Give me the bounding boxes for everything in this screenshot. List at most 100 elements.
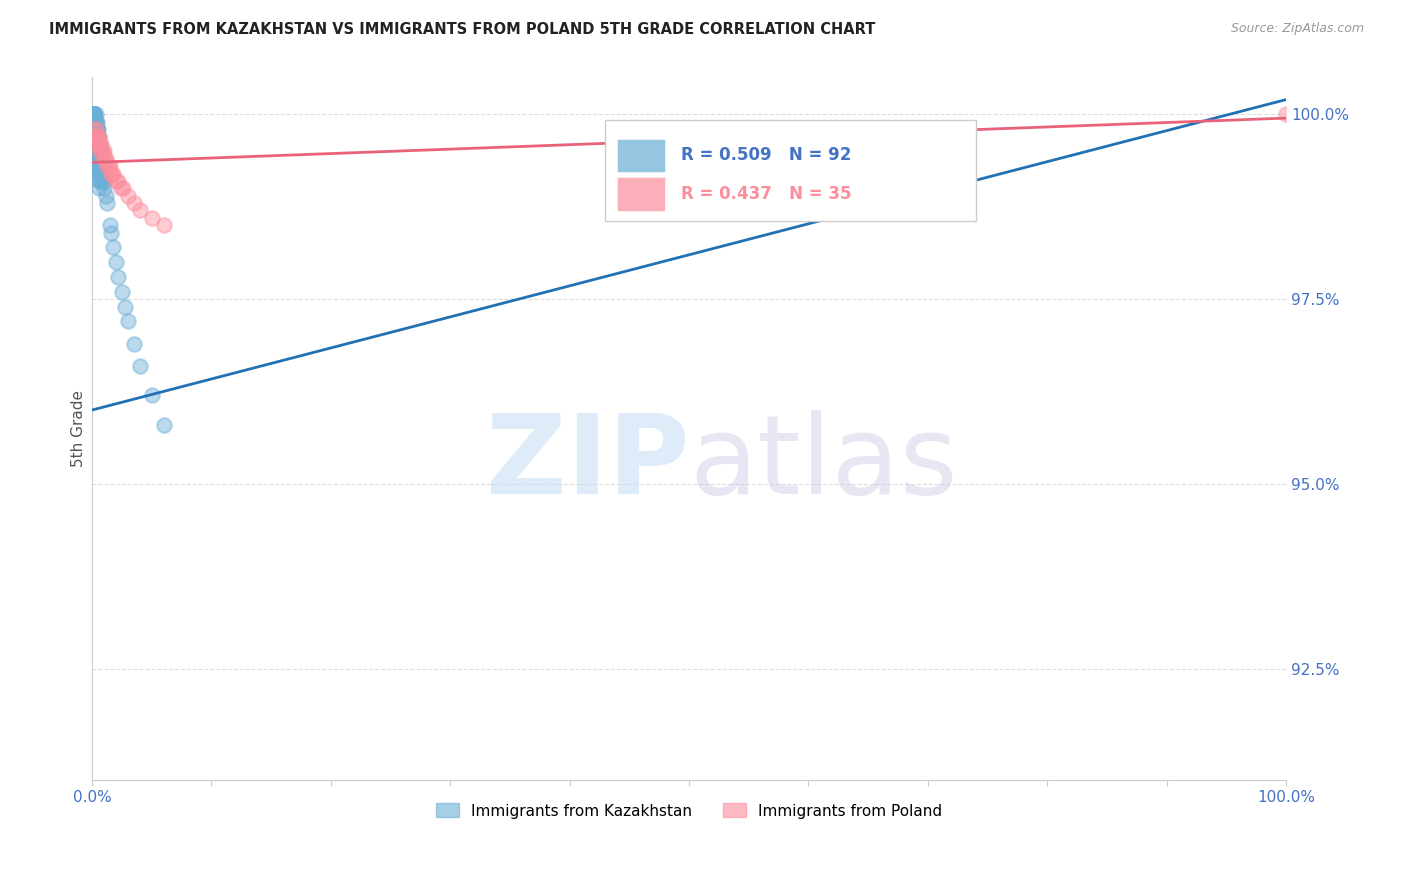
Point [87, 129, 110, 144]
Point [93, 167, 115, 181]
FancyBboxPatch shape [617, 178, 665, 211]
Point [87, 174, 110, 188]
Point [117, 188, 139, 202]
Point [122, 336, 145, 351]
Point [83, 122, 105, 136]
Point [87, 159, 110, 173]
Point [86, 136, 108, 151]
Point [87, 152, 110, 166]
Point [84, 122, 107, 136]
Point [96, 188, 118, 202]
Point [86, 136, 108, 151]
Point [87, 129, 110, 144]
Point [82, 107, 104, 121]
Point [89, 174, 111, 188]
Point [96, 152, 118, 166]
Point [117, 314, 139, 328]
Point [86, 159, 108, 173]
Point [104, 255, 127, 269]
Point [84, 136, 107, 151]
Point [87, 122, 110, 136]
Point [114, 300, 136, 314]
Point [87, 152, 110, 166]
Point [90, 145, 112, 159]
Point [82, 107, 104, 121]
Point [152, 219, 174, 233]
Point [90, 167, 112, 181]
Point [86, 145, 108, 159]
Point [96, 159, 118, 173]
Point [83, 107, 105, 121]
Point [84, 122, 107, 136]
Point [82, 107, 104, 121]
Point [101, 167, 124, 181]
Point [84, 136, 107, 151]
Point [110, 181, 132, 195]
Point [86, 152, 108, 166]
Point [87, 129, 110, 144]
Point [86, 152, 108, 166]
Point [103, 167, 125, 181]
Point [93, 181, 115, 195]
Point [141, 388, 163, 402]
Legend: Immigrants from Kazakhstan, Immigrants from Poland: Immigrants from Kazakhstan, Immigrants f… [430, 797, 948, 824]
Point [83, 122, 105, 136]
Point [82, 107, 104, 121]
Point [86, 122, 108, 136]
Point [90, 145, 112, 159]
Point [89, 167, 111, 181]
Point [82, 107, 104, 121]
Point [83, 122, 105, 136]
Point [107, 174, 129, 188]
Point [128, 359, 150, 373]
Point [100, 167, 122, 181]
Point [111, 181, 134, 195]
Point [84, 152, 107, 166]
Point [91, 159, 114, 173]
Point [82, 107, 104, 121]
Point [87, 129, 110, 144]
Point [83, 122, 105, 136]
Point [103, 240, 125, 254]
Point [89, 152, 111, 166]
Point [83, 129, 105, 144]
Point [83, 107, 105, 121]
Point [87, 145, 110, 159]
Point [87, 181, 110, 195]
Point [83, 107, 105, 121]
Point [87, 136, 110, 151]
Point [107, 270, 129, 285]
Point [86, 115, 108, 129]
Point [87, 136, 110, 151]
Point [98, 159, 121, 173]
Point [87, 136, 110, 151]
Point [83, 115, 105, 129]
Point [93, 152, 115, 166]
Point [91, 174, 114, 188]
Point [86, 129, 108, 144]
Point [90, 174, 112, 188]
Point [111, 285, 134, 299]
Point [128, 203, 150, 218]
Point [98, 219, 121, 233]
Point [82, 115, 104, 129]
Point [89, 136, 111, 151]
Point [87, 159, 110, 173]
Point [84, 115, 107, 129]
Point [93, 145, 115, 159]
Point [84, 145, 107, 159]
Point [84, 129, 107, 144]
Point [89, 145, 111, 159]
Text: ZIP: ZIP [485, 410, 689, 517]
Point [152, 417, 174, 432]
Point [86, 129, 108, 144]
Text: atlas: atlas [689, 410, 957, 517]
Point [1275, 107, 1298, 121]
Point [87, 136, 110, 151]
Point [89, 145, 111, 159]
Point [87, 129, 110, 144]
Point [90, 159, 112, 173]
Point [83, 107, 105, 121]
Text: Source: ZipAtlas.com: Source: ZipAtlas.com [1230, 22, 1364, 36]
Point [87, 167, 110, 181]
